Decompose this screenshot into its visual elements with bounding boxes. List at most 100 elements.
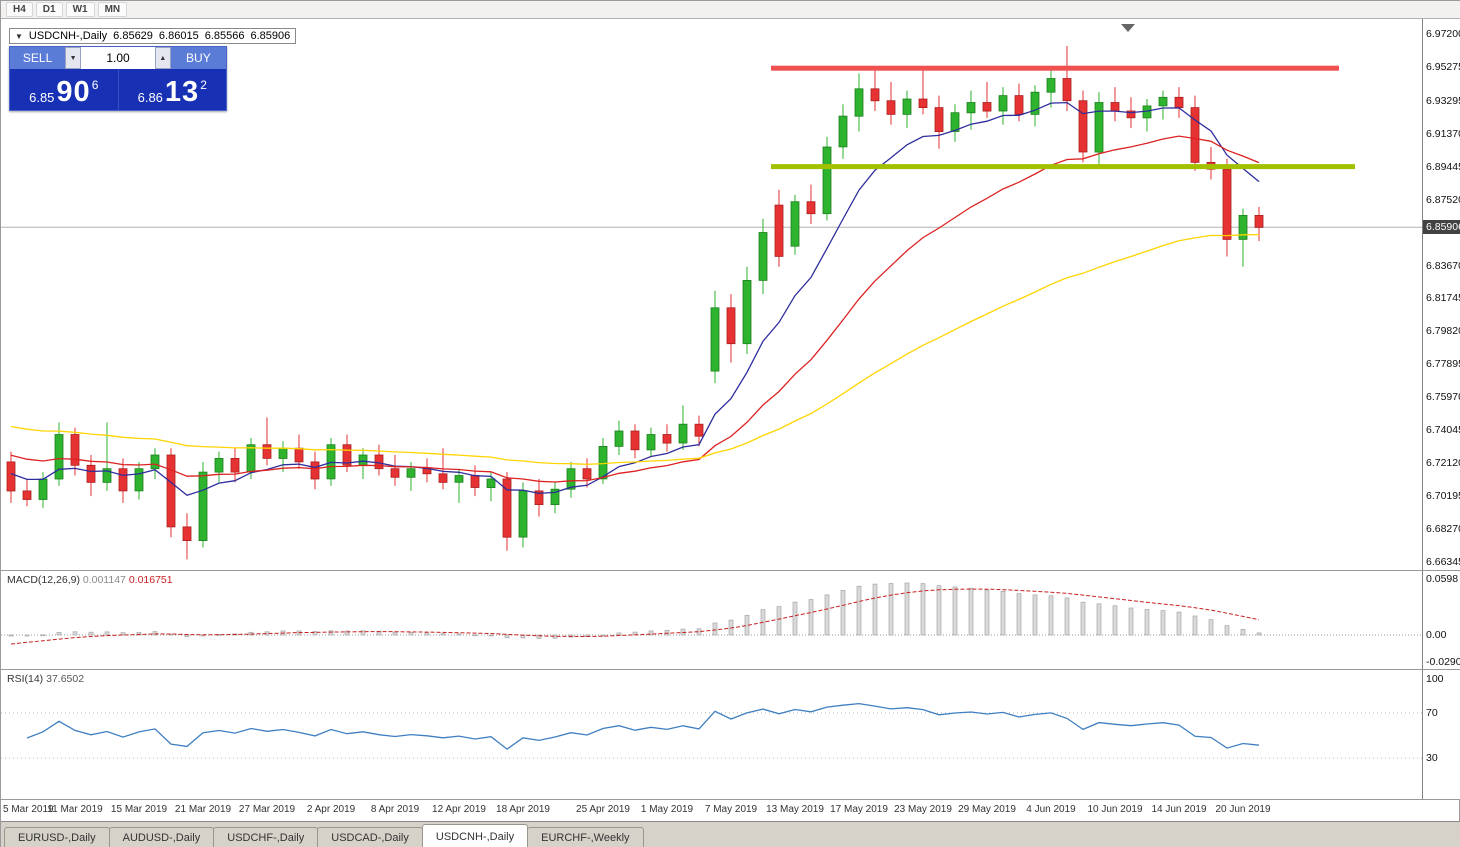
symbol-tab-usdcnh[interactable]: USDCNH-,Daily xyxy=(421,824,529,847)
main-chart-canvas[interactable] xyxy=(1,19,1422,570)
candle-body xyxy=(742,279,752,345)
volume-decrease-icon: ▼ xyxy=(69,54,77,62)
rsi-label: RSI(14) 37.6502 xyxy=(7,673,85,685)
volume-decrease-button[interactable]: ▼ xyxy=(65,47,81,69)
macd-bar xyxy=(1192,615,1198,636)
ohlc-high: 6.86015 xyxy=(158,30,199,42)
candle-body xyxy=(758,232,768,281)
bid-price-pips: 90 xyxy=(56,76,91,109)
bid-price[interactable]: 6.85 90 6 xyxy=(10,69,118,110)
top-toolbar: H4 D1 W1 MN xyxy=(1,1,1460,19)
macd-bar xyxy=(984,589,990,636)
macd-bar xyxy=(648,630,654,636)
pane-separator[interactable] xyxy=(1,669,1460,670)
macd-bar xyxy=(1256,632,1262,636)
chart-shift-marker-icon[interactable] xyxy=(1121,24,1135,32)
bid-price-point: 6 xyxy=(91,78,99,92)
macd-bar xyxy=(152,631,158,636)
candle-body xyxy=(534,490,544,505)
date-label: 7 May 2019 xyxy=(704,804,758,815)
candle-body xyxy=(1014,95,1024,115)
sell-button[interactable]: SELL xyxy=(10,47,66,69)
candle-body xyxy=(38,478,48,500)
price-axis[interactable]: 6.85906 6.97200 6.95275 6.93295 6.91370 6.89… xyxy=(1422,19,1460,799)
macd-bar xyxy=(904,582,910,636)
price-tick: 6.72120 xyxy=(1426,457,1460,469)
date-label: 29 May 2019 xyxy=(958,804,1016,815)
symbol-tab-eurchf[interactable]: EURCHF-,Weekly xyxy=(527,827,644,847)
macd-bar xyxy=(1016,593,1022,636)
candle-body xyxy=(566,468,576,490)
candle-body xyxy=(726,307,736,345)
macd-bar xyxy=(56,632,62,636)
symbol-tab-usdcad[interactable]: USDCAD-,Daily xyxy=(317,827,423,847)
candle-body xyxy=(662,434,672,444)
macd-bar xyxy=(872,583,878,636)
volume-increase-button[interactable]: ▲ xyxy=(155,47,171,69)
macd-bar xyxy=(168,633,174,636)
date-axis[interactable]: 5 Mar 2019 11 Mar 2019 15 Mar 2019 21 Mar 2… xyxy=(1,800,1422,821)
price-tick: 6.91370 xyxy=(1426,128,1460,140)
volume-input[interactable] xyxy=(81,47,155,69)
candle-body xyxy=(966,102,976,114)
price-tick: 6.97200 xyxy=(1426,28,1460,40)
price-tick: 6.89445 xyxy=(1426,161,1460,173)
date-label: 13 May 2019 xyxy=(766,804,824,815)
candle-body xyxy=(918,98,928,109)
candle-body xyxy=(1190,107,1200,163)
macd-bar xyxy=(488,634,494,637)
macd-bar xyxy=(312,631,318,636)
candle-body xyxy=(598,445,608,480)
symbol-tab-audusd[interactable]: AUDUSD-,Daily xyxy=(108,827,215,847)
candle-body xyxy=(886,100,896,115)
macd-label: MACD(12,26,9) 0.001147 0.016751 xyxy=(7,574,173,586)
ask-price[interactable]: 6.86 13 2 xyxy=(117,69,227,110)
macd-bar xyxy=(968,587,974,636)
one-click-price-row: 6.85 90 6 6.86 13 2 xyxy=(10,69,226,110)
macd-bar xyxy=(1160,610,1166,636)
timeframe-button-h4[interactable]: H4 xyxy=(6,2,33,17)
timeframe-button-mn[interactable]: MN xyxy=(97,2,128,17)
date-label: 18 Apr 2019 xyxy=(496,804,550,815)
buy-button[interactable]: BUY xyxy=(170,47,226,69)
timeframe-button-d1[interactable]: D1 xyxy=(35,2,63,17)
candle-body xyxy=(150,454,160,470)
macd-bar xyxy=(88,631,94,636)
candle-body xyxy=(342,444,352,466)
macd-bar xyxy=(120,632,126,636)
candle-body xyxy=(1174,96,1184,109)
candle-body xyxy=(950,112,960,132)
timeframe-button-w1[interactable]: W1 xyxy=(65,2,95,17)
price-tick: 6.83670 xyxy=(1426,260,1460,272)
ohlc-open: 6.85629 xyxy=(113,30,153,42)
symbol-tab-eurusd[interactable]: EURUSD-,Daily xyxy=(4,827,110,847)
price-tick: 6.81745 xyxy=(1426,292,1460,304)
macd-bar xyxy=(504,634,510,639)
candle-body xyxy=(454,475,464,483)
volume-increase-icon: ▲ xyxy=(159,54,167,62)
macd-bar xyxy=(456,633,462,636)
support-line[interactable] xyxy=(771,164,1355,170)
symbol-tab-usdchf[interactable]: USDCHF-,Daily xyxy=(213,827,319,847)
candle-body xyxy=(246,444,256,473)
candle-body xyxy=(1238,214,1248,240)
macd-canvas[interactable] xyxy=(1,571,1422,669)
candle-body xyxy=(502,478,512,538)
date-label: 27 Mar 2019 xyxy=(238,804,296,815)
macd-bar xyxy=(184,634,190,638)
price-tick: 6.95275 xyxy=(1426,61,1460,73)
resistance-line[interactable] xyxy=(771,65,1339,71)
candle-body xyxy=(134,468,144,492)
price-tick: 6.75970 xyxy=(1426,391,1460,403)
macd-bar xyxy=(1064,597,1070,636)
ohlc-symbol: USDCNH-,Daily xyxy=(28,30,108,42)
rsi-canvas[interactable] xyxy=(1,670,1422,799)
macd-bar xyxy=(104,631,110,636)
date-label: 20 Jun 2019 xyxy=(1215,804,1271,815)
candle-body xyxy=(182,526,192,541)
pane-separator[interactable] xyxy=(1,570,1460,571)
candle-body xyxy=(870,88,880,102)
candle-body xyxy=(406,468,416,478)
timeframe-buttons: H4 D1 W1 MN xyxy=(6,2,128,17)
macd-bar xyxy=(1128,607,1134,636)
